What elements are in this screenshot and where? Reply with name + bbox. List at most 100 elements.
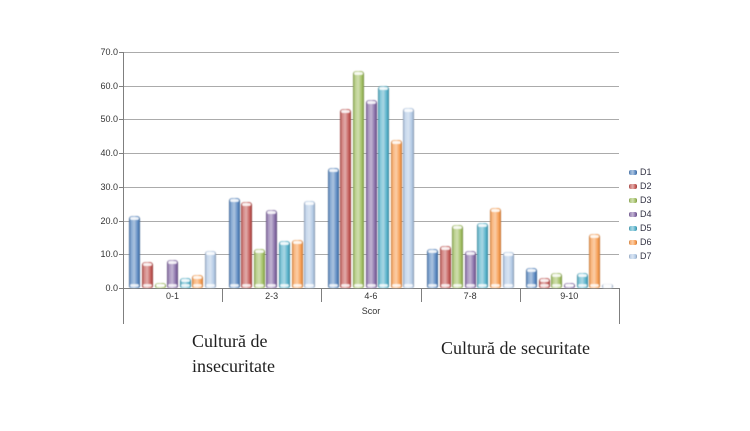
bar-highlight-top bbox=[539, 279, 549, 283]
annotation-line: Cultură de securitate bbox=[441, 338, 590, 358]
bar-d4-9-10 bbox=[563, 282, 575, 288]
legend-swatch-icon bbox=[629, 197, 637, 203]
legend-swatch-icon bbox=[629, 239, 637, 245]
y-axis-tick-label: 0.0 bbox=[105, 283, 118, 293]
legend-label: D4 bbox=[640, 208, 652, 219]
y-axis-tick-label: 70.0 bbox=[100, 47, 118, 57]
x-axis-category-label: 9-10 bbox=[560, 291, 579, 301]
y-axis-tick-label: 30.0 bbox=[100, 181, 118, 192]
bar-d1-0-1 bbox=[129, 216, 141, 288]
x-axis-category-label: 2-3 bbox=[265, 291, 279, 301]
bar-highlight-top bbox=[168, 260, 178, 264]
bar-highlight-top bbox=[379, 87, 389, 91]
legend-label: D6 bbox=[640, 236, 652, 247]
bar-highlight-top bbox=[341, 109, 351, 113]
legend-label: D7 bbox=[640, 250, 652, 261]
legend-item-d3: D3 bbox=[629, 193, 652, 207]
bar-highlight-top bbox=[193, 275, 203, 279]
bar-highlight-bottom bbox=[180, 284, 190, 287]
legend-swatch-icon bbox=[629, 225, 637, 231]
annotation-security-culture: Cultură de securitate bbox=[441, 336, 590, 361]
bar-highlight-top bbox=[404, 108, 414, 112]
bar-highlight-bottom bbox=[453, 284, 463, 287]
bar-d5-2-3 bbox=[278, 241, 290, 288]
bar-highlight-bottom bbox=[527, 284, 537, 287]
bar-highlight-top bbox=[552, 273, 562, 277]
bar-d7-2-3 bbox=[304, 200, 316, 288]
y-axis-tick-label: 60.0 bbox=[100, 80, 118, 91]
bar-d7-0-1 bbox=[204, 250, 216, 288]
bar-d7-7-8 bbox=[502, 252, 514, 288]
bar-highlight-bottom bbox=[328, 284, 338, 287]
bar-d5-9-10 bbox=[576, 272, 588, 288]
bar-d6-4-6 bbox=[390, 140, 402, 288]
bar-d2-9-10 bbox=[538, 278, 550, 288]
x-axis-line bbox=[123, 288, 619, 289]
bar-highlight-bottom bbox=[341, 284, 351, 287]
bar-d2-4-6 bbox=[340, 108, 352, 288]
bar-highlight-bottom bbox=[130, 284, 140, 287]
bar-d3-2-3 bbox=[253, 249, 265, 288]
bar-highlight-top bbox=[292, 241, 302, 245]
x-axis-tick bbox=[222, 288, 224, 302]
bar-highlight-top bbox=[427, 249, 437, 253]
bar-d5-0-1 bbox=[179, 277, 191, 288]
bar-d3-9-10 bbox=[551, 272, 563, 288]
annotation-line: insecuritate bbox=[192, 356, 275, 376]
legend-swatch-icon bbox=[629, 253, 637, 259]
y-axis-tick bbox=[119, 153, 123, 155]
legend-swatch-icon bbox=[629, 169, 637, 175]
bar-highlight-bottom bbox=[229, 284, 239, 287]
bar-d6-7-8 bbox=[489, 207, 501, 288]
y-axis-tick-label: 10.0 bbox=[100, 249, 118, 260]
bar-d7-9-10 bbox=[601, 283, 613, 288]
bar-d1-4-6 bbox=[327, 168, 339, 288]
y-axis-tick-label: 40.0 bbox=[100, 148, 118, 159]
bar-highlight-bottom bbox=[305, 284, 315, 287]
y-axis-tick bbox=[119, 220, 123, 222]
bar-highlight-bottom bbox=[267, 284, 277, 287]
bar-highlight-bottom bbox=[577, 284, 587, 287]
bar-highlight-bottom bbox=[503, 284, 513, 287]
bar-highlight-bottom bbox=[155, 284, 165, 287]
legend-item-d1: D1 bbox=[629, 165, 652, 179]
bar-highlight-top bbox=[229, 199, 239, 203]
bar-highlight-top bbox=[205, 251, 215, 255]
x-axis-category-label: 4-6 bbox=[364, 291, 378, 301]
bar-highlight-top bbox=[465, 251, 475, 255]
bar-d1-9-10 bbox=[526, 267, 538, 288]
bar-highlight-bottom bbox=[391, 284, 401, 287]
bar-highlight-top bbox=[577, 273, 587, 277]
y-axis-tick bbox=[119, 254, 123, 256]
bar-d3-4-6 bbox=[352, 70, 364, 288]
bar-highlight-top bbox=[180, 278, 190, 282]
bar-highlight-bottom bbox=[427, 284, 437, 287]
bar-d5-4-6 bbox=[378, 86, 390, 288]
bar-d2-2-3 bbox=[241, 202, 253, 288]
bar-highlight-bottom bbox=[254, 284, 264, 287]
bar-highlight-bottom bbox=[564, 284, 574, 287]
bar-highlight-bottom bbox=[193, 284, 203, 287]
bar-highlight-top bbox=[478, 223, 488, 227]
annotation-insecurity-culture: Cultură de insecuritate bbox=[192, 329, 275, 379]
bar-highlight-bottom bbox=[142, 284, 152, 287]
y-axis-tick-label: 20.0 bbox=[100, 215, 118, 226]
legend-label: D5 bbox=[640, 222, 652, 233]
legend-swatch-icon bbox=[629, 211, 637, 217]
bar-highlight-top bbox=[279, 242, 289, 246]
legend-label: D2 bbox=[640, 180, 652, 191]
bar-highlight-bottom bbox=[292, 284, 302, 287]
x-axis-category-label: 7-8 bbox=[463, 291, 477, 301]
bar-highlight-bottom bbox=[379, 284, 389, 287]
bar-highlight-top bbox=[254, 250, 264, 254]
bar-highlight-bottom bbox=[465, 284, 475, 287]
y-axis-tick bbox=[119, 288, 123, 289]
bar-d1-2-3 bbox=[228, 198, 240, 288]
gridline bbox=[123, 85, 619, 87]
x-axis-category-label: 0-1 bbox=[165, 291, 179, 301]
bar-highlight-top bbox=[242, 203, 252, 207]
x-axis-tick bbox=[519, 288, 521, 302]
bar-d1-7-8 bbox=[426, 248, 438, 288]
gridline bbox=[123, 52, 619, 53]
bar-d3-7-8 bbox=[452, 224, 464, 288]
